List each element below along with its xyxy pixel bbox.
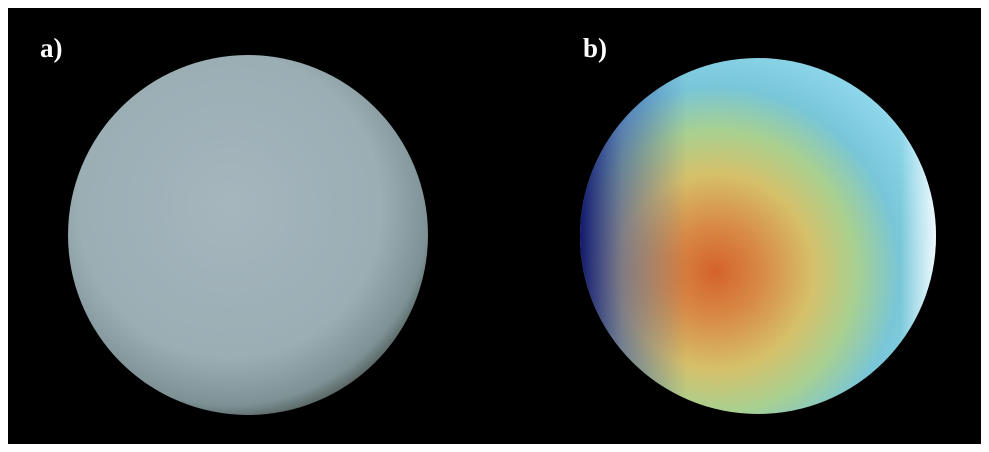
planet-b-limb (580, 58, 936, 414)
panel-label: a) (40, 33, 63, 63)
planet-a (68, 55, 428, 415)
panel-label: b) (583, 33, 607, 63)
